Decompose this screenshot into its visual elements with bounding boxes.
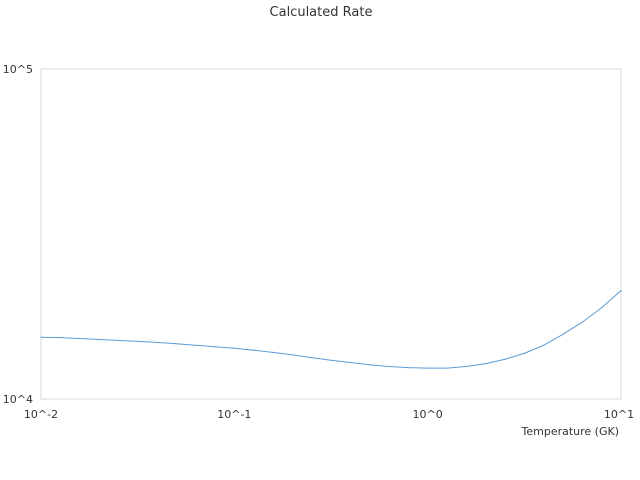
- series-point: [117, 339, 119, 342]
- series-line: [40, 290, 622, 369]
- x-tick-label: 10^-2: [24, 408, 58, 421]
- series-point: [311, 356, 313, 359]
- series-point: [40, 336, 42, 338]
- series-point: [349, 361, 351, 364]
- x-tick-labels: 10^-2 10^-1 10^0 10^1: [24, 408, 634, 421]
- y-tick-label: 10^5: [3, 63, 33, 76]
- series-point: [291, 354, 294, 356]
- series-point: [485, 363, 487, 365]
- series-point: [369, 364, 371, 366]
- series-point: [330, 359, 332, 361]
- series-point: [175, 343, 177, 345]
- series-point: [581, 321, 583, 323]
- series-point: [620, 290, 622, 292]
- y-tick-label: 10^4: [3, 393, 33, 406]
- series-point: [601, 307, 603, 309]
- series-point: [523, 352, 525, 354]
- series-point: [427, 367, 429, 369]
- series-point: [504, 358, 506, 360]
- series-point: [446, 367, 448, 369]
- x-axis-label: Temperature (GK): [521, 425, 620, 438]
- series-point: [562, 333, 564, 335]
- series-point: [137, 340, 139, 342]
- series-point: [195, 344, 197, 346]
- series-point: [543, 344, 545, 346]
- chart-title: Calculated Rate: [270, 5, 373, 20]
- series-point: [253, 349, 255, 351]
- series-point: [407, 366, 409, 369]
- plot-area: [40, 68, 622, 400]
- series-points: [40, 290, 622, 369]
- x-tick-label: 10^-1: [217, 408, 251, 421]
- series-point: [388, 365, 390, 368]
- series-point: [156, 341, 158, 343]
- y-tick-labels: 10^4 10^5: [3, 63, 33, 406]
- x-tick-label: 10^0: [413, 408, 443, 421]
- x-tick-label: 10^1: [604, 408, 634, 421]
- series-point: [233, 347, 235, 349]
- series-point: [59, 336, 62, 339]
- series-point: [272, 351, 274, 353]
- series-point: [98, 338, 100, 341]
- series-point: [214, 346, 216, 348]
- series-point: [465, 365, 467, 368]
- series-point: [78, 337, 81, 340]
